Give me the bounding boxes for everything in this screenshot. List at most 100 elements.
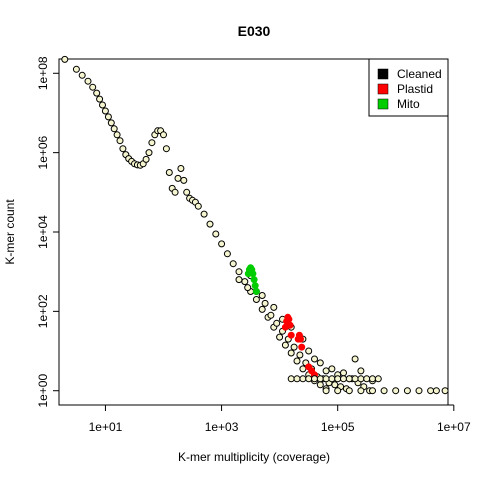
point-cleaned-47 — [235, 268, 243, 276]
point-cleaned-4 — [89, 83, 97, 91]
point-plastid-8 — [297, 335, 304, 343]
point-series3-19 — [357, 387, 365, 395]
legend-swatch-cleaned — [377, 68, 389, 80]
legend-label-cleaned: Cleaned — [397, 67, 442, 81]
point-series3-12 — [357, 375, 365, 383]
point-cleaned-85 — [328, 365, 336, 373]
point-cleaned-2 — [78, 71, 86, 79]
point-series3-5 — [316, 375, 324, 383]
point-cleaned-45 — [223, 250, 231, 258]
point-series3-24 — [415, 387, 423, 395]
point-plastid-5 — [287, 331, 295, 339]
x-axis-label: K-mer multiplicity (coverage) — [178, 450, 330, 464]
point-cleaned-28 — [160, 131, 167, 139]
point-series3-1 — [293, 375, 301, 383]
point-cleaned-44 — [218, 240, 226, 248]
point-series3-18 — [345, 387, 353, 395]
point-series3-7 — [328, 375, 336, 383]
point-cleaned-91 — [258, 292, 266, 299]
point-cleaned-96 — [305, 347, 313, 355]
point-cleaned-3 — [84, 77, 92, 85]
point-series3-27 — [441, 387, 449, 395]
point-cleaned-56 — [287, 349, 295, 357]
point-cleaned-34 — [177, 165, 185, 172]
point-cleaned-6 — [96, 95, 104, 103]
point-series3-9 — [340, 375, 347, 383]
point-cleaned-67 — [273, 319, 281, 327]
y-tick-label-4: 1e+08 — [36, 56, 50, 90]
point-cleaned-97 — [316, 359, 324, 367]
x-axis: 1e+01 1e+03 1e+05 1e+07 — [89, 404, 471, 434]
point-cleaned-50 — [252, 296, 260, 303]
point-mito-7 — [252, 288, 260, 295]
point-mito-6 — [251, 282, 259, 290]
point-series3-15 — [374, 375, 382, 383]
y-tick-label-3: 1e+06 — [36, 135, 50, 169]
y-axis-label: K-mer count — [3, 199, 17, 265]
point-cleaned-36 — [183, 188, 191, 196]
point-series3-3 — [305, 375, 313, 383]
point-cleaned-14 — [119, 145, 127, 153]
point-series3-20 — [369, 387, 376, 395]
point-series3-0 — [287, 375, 295, 383]
point-cleaned-11 — [110, 125, 118, 133]
point-cleaned-1 — [72, 65, 80, 73]
point-cleaned-41 — [200, 210, 208, 218]
point-cleaned-66 — [267, 311, 275, 319]
point-cleaned-88 — [357, 367, 365, 375]
point-series3-21 — [380, 387, 388, 395]
point-series3-14 — [369, 375, 376, 383]
point-mito-5 — [250, 276, 258, 284]
point-cleaned-48 — [241, 278, 249, 286]
point-cleaned-12 — [113, 131, 121, 139]
point-series3-13 — [363, 375, 371, 383]
point-series3-11 — [351, 375, 359, 383]
data-marks — [61, 55, 449, 395]
point-cleaned-23 — [145, 149, 153, 157]
point-cleaned-0 — [61, 55, 69, 63]
point-cleaned-40 — [194, 202, 202, 210]
y-axis: 1e+00 1e+02 1e+04 1e+06 1e+08 — [36, 56, 60, 408]
point-plastid-9 — [298, 343, 306, 351]
point-cleaned-86 — [340, 369, 347, 377]
point-cleaned-43 — [212, 230, 220, 238]
legend-swatch-plastid — [377, 83, 389, 95]
point-cleaned-61 — [316, 381, 324, 389]
legend-label-mito: Mito — [397, 97, 420, 111]
point-series3-10 — [345, 375, 353, 383]
legend-label-plastid: Plastid — [397, 82, 433, 96]
point-cleaned-58 — [299, 365, 307, 373]
point-cleaned-89 — [235, 276, 243, 284]
point-cleaned-42 — [206, 220, 214, 228]
point-series3-2 — [299, 375, 307, 383]
point-cleaned-87 — [351, 355, 359, 363]
point-cleaned-70 — [290, 343, 298, 351]
point-cleaned-71 — [296, 351, 304, 359]
point-mito-4 — [249, 270, 257, 278]
y-tick-label-1: 1e+02 — [36, 294, 50, 328]
point-plastid-4 — [286, 321, 294, 329]
point-cleaned-8 — [101, 107, 109, 115]
point-cleaned-65 — [261, 299, 269, 307]
point-series3-26 — [432, 387, 440, 395]
point-cleaned-29 — [162, 145, 170, 153]
y-tick-label-2: 1e+04 — [36, 215, 50, 249]
point-cleaned-32 — [171, 188, 179, 196]
point-cleaned-54 — [276, 333, 284, 341]
point-series3-23 — [403, 387, 411, 395]
point-cleaned-5 — [93, 89, 101, 97]
point-cleaned-77 — [331, 381, 339, 389]
point-cleaned-57 — [293, 357, 301, 365]
point-plastid-3 — [285, 315, 293, 323]
point-cleaned-51 — [258, 305, 266, 313]
point-cleaned-55 — [281, 341, 289, 349]
point-cleaned-30 — [165, 169, 173, 176]
point-cleaned-90 — [244, 284, 252, 292]
x-tick-label-2: 1e+05 — [321, 420, 355, 434]
point-cleaned-46 — [229, 260, 237, 268]
x-tick-label-1: 1e+03 — [205, 420, 239, 434]
point-series3-8 — [334, 375, 342, 383]
point-series3-6 — [322, 375, 330, 383]
legend-swatch-mito — [377, 98, 389, 110]
